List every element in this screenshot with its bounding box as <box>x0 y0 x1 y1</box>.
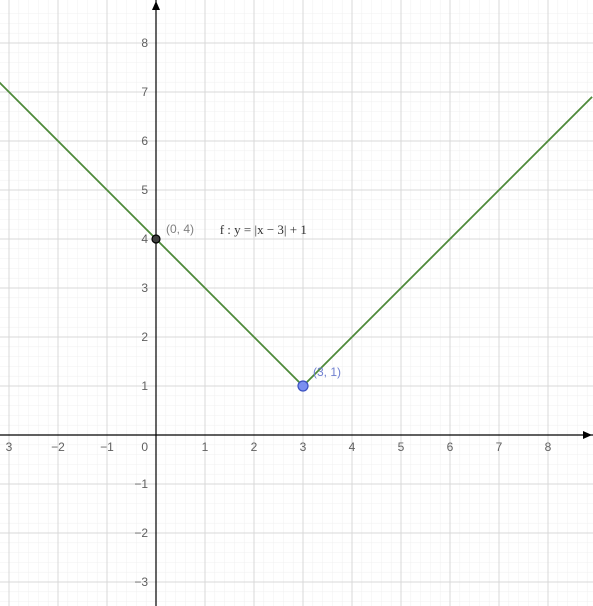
x-tick-label: −1 <box>100 440 114 454</box>
y-intercept-point <box>152 235 160 243</box>
y-tick-label: 7 <box>141 85 148 99</box>
y-tick-label: 5 <box>141 183 148 197</box>
y-intercept-label: (0, 4) <box>166 222 194 236</box>
y-tick-label: −3 <box>134 575 148 589</box>
coordinate-plane-chart: 3 −2 −1 0 1 2 3 4 5 6 7 8 −3 −2 −1 1 2 3 4 5 6 7 8 (0, 4) (3, 1)… <box>0 0 593 606</box>
y-tick-label: 6 <box>141 134 148 148</box>
y-tick-label: 2 <box>141 330 148 344</box>
x-tick-label: 2 <box>251 440 258 454</box>
y-tick-label: 3 <box>141 281 148 295</box>
function-equation-label: f : y = |x − 3| + 1 <box>220 222 307 237</box>
x-tick-label: 8 <box>545 440 552 454</box>
vertex-label: (3, 1) <box>313 365 341 379</box>
vertex-point <box>298 381 308 391</box>
x-tick-label: 4 <box>349 440 356 454</box>
y-tick-label: 8 <box>141 36 148 50</box>
y-tick-label: −2 <box>134 526 148 540</box>
plot-svg: 3 −2 −1 0 1 2 3 4 5 6 7 8 −3 −2 −1 1 2 3 4 5 6 7 8 (0, 4) (3, 1)… <box>0 0 593 606</box>
y-tick-label: 4 <box>141 232 148 246</box>
x-tick-label: −2 <box>51 440 65 454</box>
x-tick-label: 5 <box>398 440 405 454</box>
y-tick-label: 1 <box>141 379 148 393</box>
x-tick-label: 6 <box>447 440 454 454</box>
x-tick-label: 3 <box>6 440 13 454</box>
x-tick-label: 7 <box>496 440 503 454</box>
x-tick-label: 1 <box>202 440 209 454</box>
x-tick-label: 3 <box>300 440 307 454</box>
y-tick-label: −1 <box>134 477 148 491</box>
x-tick-label: 0 <box>141 440 148 454</box>
